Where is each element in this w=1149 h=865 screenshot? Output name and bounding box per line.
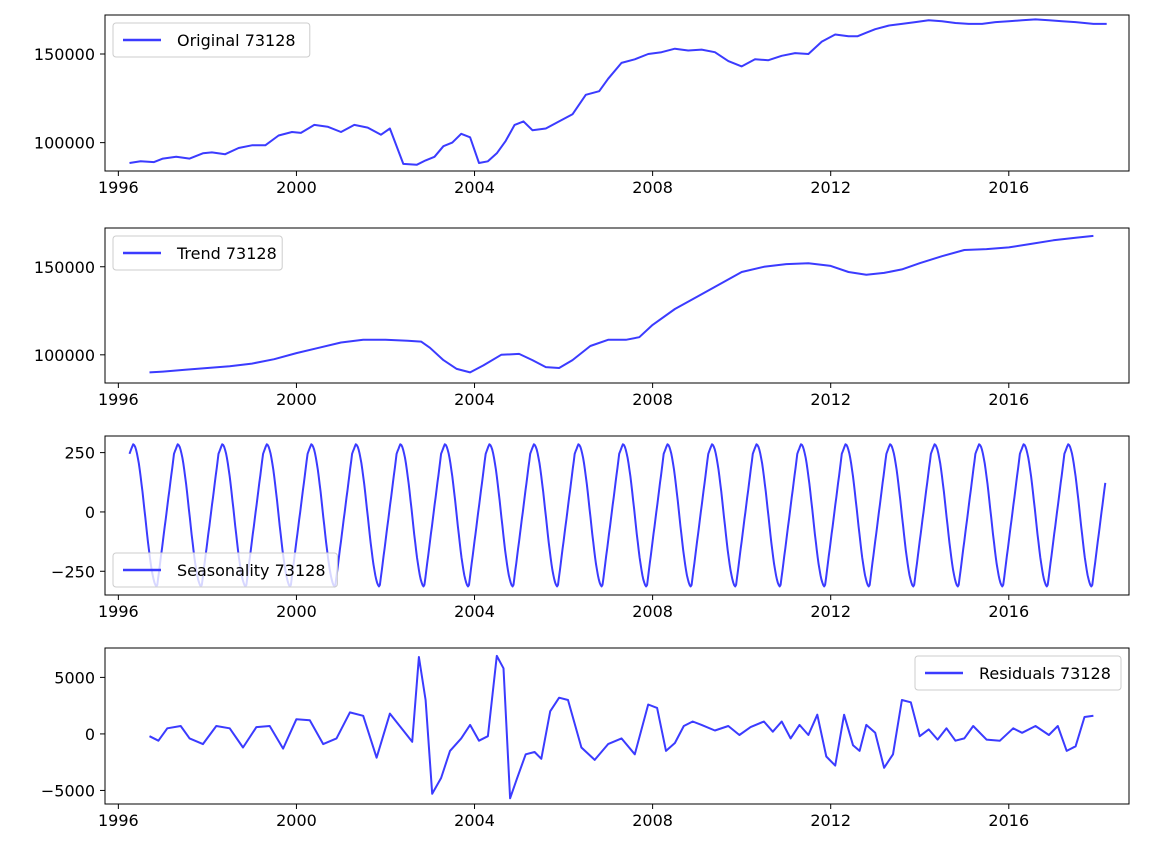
x-tick-label: 2000 [276, 602, 317, 621]
legend-label: Original 73128 [177, 31, 296, 50]
x-tick-label: 2000 [276, 390, 317, 409]
y-tick-label: 250 [64, 444, 95, 463]
x-tick-label: 1996 [98, 602, 139, 621]
x-tick-label: 2008 [632, 390, 673, 409]
y-tick-label: 0 [85, 503, 95, 522]
series-line [149, 234, 1094, 374]
axes-frame [104, 14, 1130, 172]
x-tick-label: 2016 [988, 602, 1029, 621]
x-tick-label: 1996 [98, 811, 139, 830]
legend-label: Residuals 73128 [979, 664, 1111, 683]
legend: Trend 73128 [112, 235, 283, 271]
series-line [149, 654, 1094, 800]
x-tick-label: 2012 [810, 178, 851, 197]
x-tick-label: 2012 [810, 602, 851, 621]
x-tick-label: 2004 [454, 602, 495, 621]
axes-frame [104, 227, 1130, 384]
x-tick-label: 2008 [632, 811, 673, 830]
legend-box [914, 655, 1122, 691]
x-tick-label: 1996 [98, 178, 139, 197]
x-tick-label: 2004 [454, 390, 495, 409]
legend: Original 73128 [112, 22, 311, 58]
y-tick-label: 0 [85, 725, 95, 744]
y-tick-label: −5000 [41, 781, 95, 800]
series-line [129, 18, 1107, 166]
x-tick-label: 2016 [988, 390, 1029, 409]
y-tick-label: 100000 [34, 134, 95, 153]
x-tick-label: 2004 [454, 178, 495, 197]
legend-box [112, 22, 311, 58]
x-tick-label: 2000 [276, 178, 317, 197]
legend: Seasonality 73128 [112, 552, 338, 588]
y-tick-label: 150000 [34, 258, 95, 277]
x-tick-label: 1996 [98, 390, 139, 409]
y-tick-label: −250 [51, 562, 95, 581]
legend-box [112, 552, 338, 588]
legend-label: Trend 73128 [176, 244, 277, 263]
x-tick-label: 2008 [632, 602, 673, 621]
legend: Residuals 73128 [914, 655, 1122, 691]
subplot-2: 1996 2000 2004 2008 2012 2016 100000 150000 Tren… [34, 227, 1130, 409]
x-tick-label: 2016 [988, 811, 1029, 830]
x-tick-label: 2012 [810, 811, 851, 830]
axes-frame [104, 647, 1130, 805]
x-tick-label: 2016 [988, 178, 1029, 197]
legend-label: Seasonality 73128 [177, 561, 326, 580]
y-tick-label: 5000 [54, 668, 95, 687]
axes-frame [104, 435, 1130, 596]
x-tick-label: 2012 [810, 390, 851, 409]
y-tick-label: 100000 [34, 346, 95, 365]
x-tick-label: 2004 [454, 811, 495, 830]
subplot-4: 1996 2000 2004 2008 2012 2016 −5000 0 5000 Residu… [41, 647, 1130, 830]
subplot-1: 1996 2000 2004 2008 2012 2016 100000 150000 Orig… [34, 14, 1130, 197]
legend-box [112, 235, 283, 271]
x-tick-label: 2000 [276, 811, 317, 830]
subplot-3: 1996 2000 2004 2008 2012 2016 −250 0 250 Seasonal… [51, 435, 1130, 621]
y-tick-label: 150000 [34, 45, 95, 64]
x-tick-label: 2008 [632, 178, 673, 197]
